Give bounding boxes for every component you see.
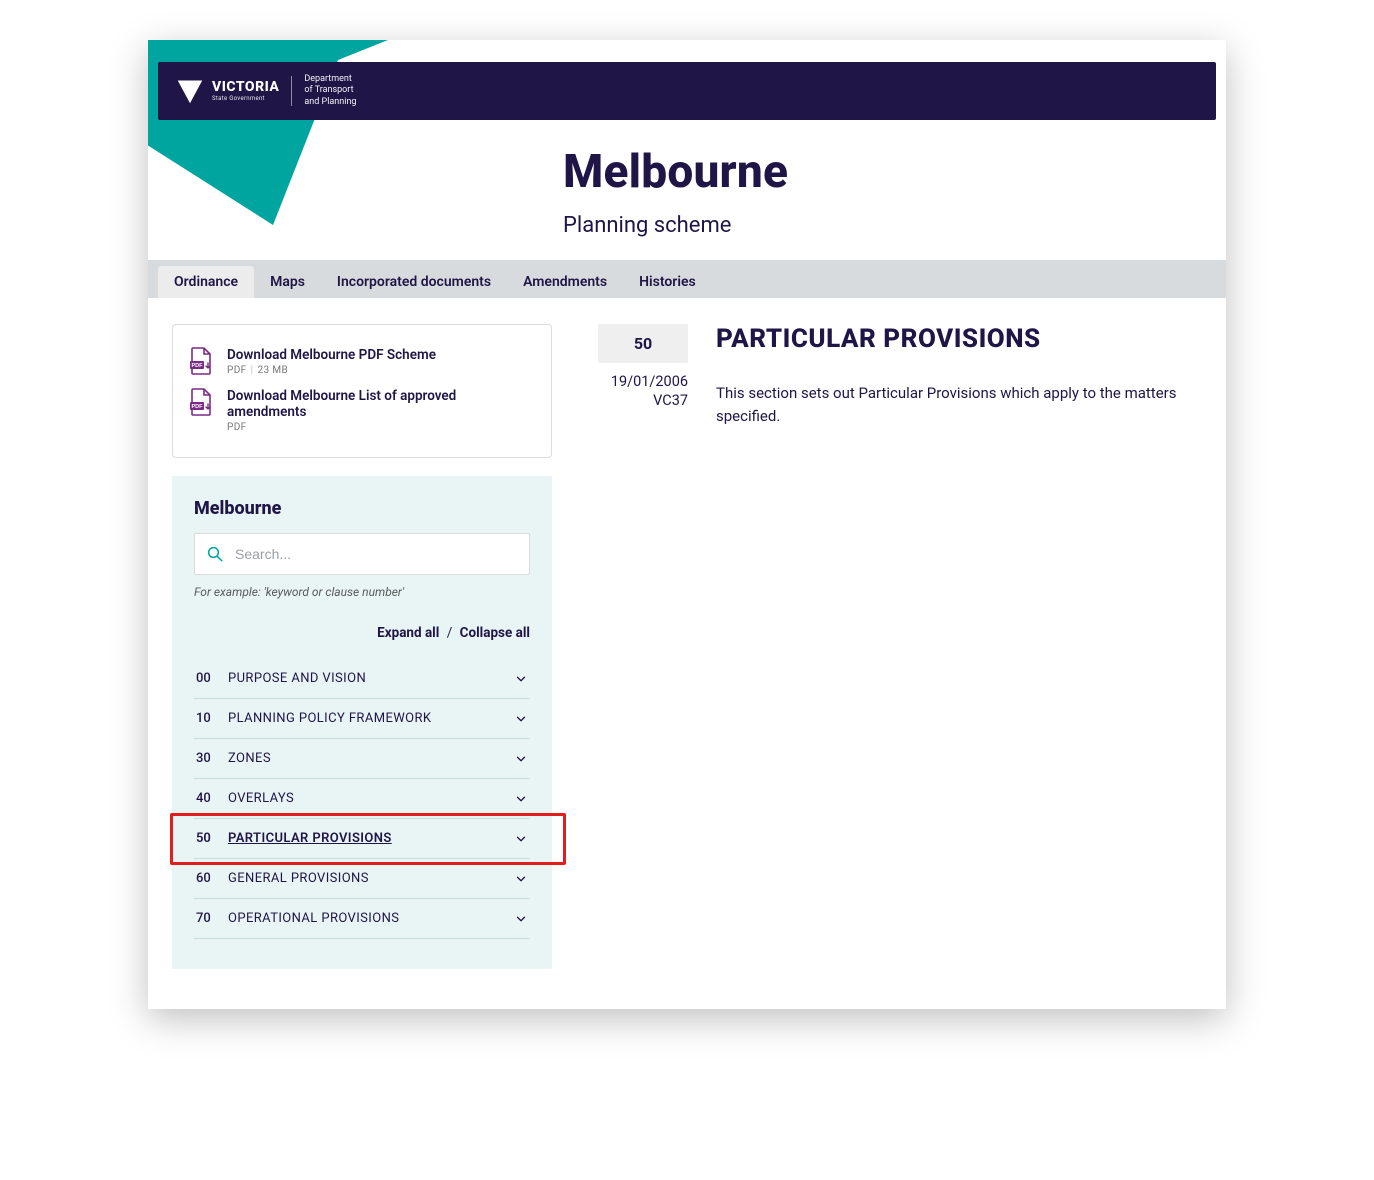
tab-bar: Ordinance Maps Incorporated documents Am… <box>148 260 1226 298</box>
download-meta: PDF|23 MB <box>227 365 535 376</box>
search-input[interactable] <box>194 533 530 575</box>
page-title-block: Melbourne Planning scheme <box>563 145 788 238</box>
clause-meta: 50 19/01/2006 VC37 <box>578 324 688 409</box>
nav-code: 10 <box>196 711 222 726</box>
clause-amendment: VC37 <box>578 392 688 409</box>
expand-collapse-controls: Expand all / Collapse all <box>194 625 530 641</box>
svg-text:PDF: PDF <box>192 404 204 410</box>
hero-region: VICTORIA State Government Department of … <box>148 40 1226 260</box>
nav-item-10[interactable]: 10 PLANNING POLICY FRAMEWORK <box>194 699 530 739</box>
page: VICTORIA State Government Department of … <box>148 40 1226 1009</box>
nav-item-40[interactable]: 40 OVERLAYS <box>194 779 530 819</box>
download-meta: PDF <box>227 422 535 433</box>
nav-code: 70 <box>196 911 222 926</box>
brand-logo[interactable]: VICTORIA State Government Department of … <box>176 74 356 108</box>
nav-code: 40 <box>196 791 222 806</box>
tab-incorporated-documents[interactable]: Incorporated documents <box>321 266 507 298</box>
nav-code: 30 <box>196 751 222 766</box>
download-amendments-link[interactable]: PDF Download Melbourne List of approved … <box>189 382 535 439</box>
collapse-all-button[interactable]: Collapse all <box>460 625 530 641</box>
nav-label: PLANNING POLICY FRAMEWORK <box>228 711 502 726</box>
search-hint: For example: 'keyword or clause number' <box>194 585 530 599</box>
download-title: Download Melbourne List of approved amen… <box>227 388 535 420</box>
nav-label: PARTICULAR PROVISIONS <box>228 831 502 846</box>
content-paragraph: This section sets out Particular Provisi… <box>716 382 1202 427</box>
top-nav-bar: VICTORIA State Government Department of … <box>158 62 1216 120</box>
nav-item-50[interactable]: 50 PARTICULAR PROVISIONS <box>194 819 530 859</box>
tab-histories[interactable]: Histories <box>623 266 712 298</box>
tab-ordinance[interactable]: Ordinance <box>158 266 254 298</box>
nav-code: 60 <box>196 871 222 886</box>
chevron-down-icon <box>514 672 528 686</box>
chevron-down-icon <box>514 912 528 926</box>
download-title: Download Melbourne PDF Scheme <box>227 347 535 363</box>
page-subtitle: Planning scheme <box>563 213 788 238</box>
nav-label: GENERAL PROVISIONS <box>228 871 502 886</box>
nav-label: OPERATIONAL PROVISIONS <box>228 911 502 926</box>
sidebar-panel: Melbourne For example: 'keyword or claus… <box>172 476 552 969</box>
nav-label: ZONES <box>228 751 502 766</box>
nav-label: PURPOSE AND VISION <box>228 671 502 686</box>
pdf-icon: PDF <box>189 347 213 375</box>
chevron-down-icon <box>514 872 528 886</box>
nav-code: 50 <box>196 831 222 846</box>
nav-list: 00 PURPOSE AND VISION 10 PLANNING POLICY FR… <box>194 659 530 939</box>
page-title: Melbourne <box>563 145 788 199</box>
chevron-down-icon <box>514 752 528 766</box>
svg-text:PDF: PDF <box>192 363 204 369</box>
nav-code: 00 <box>196 671 222 686</box>
content-heading: PARTICULAR PROVISIONS <box>716 324 1202 354</box>
chevron-down-icon <box>514 832 528 846</box>
chevron-down-icon <box>514 712 528 726</box>
clause-number-badge: 50 <box>598 324 688 363</box>
downloads-card: PDF Download Melbourne PDF Scheme PDF|23… <box>172 324 552 458</box>
nav-item-70[interactable]: 70 OPERATIONAL PROVISIONS <box>194 899 530 939</box>
expand-all-button[interactable]: Expand all <box>377 625 439 641</box>
search-wrap <box>194 533 530 575</box>
content-body: PARTICULAR PROVISIONS This section sets … <box>716 324 1202 427</box>
nav-item-00[interactable]: 00 PURPOSE AND VISION <box>194 659 530 699</box>
left-column: PDF Download Melbourne PDF Scheme PDF|23… <box>172 324 552 969</box>
sidebar-heading: Melbourne <box>194 498 530 519</box>
content-region: 50 19/01/2006 VC37 PARTICULAR PROVISIONS… <box>578 324 1202 969</box>
tab-amendments[interactable]: Amendments <box>507 266 623 298</box>
nav-item-30[interactable]: 30 ZONES <box>194 739 530 779</box>
victoria-triangle-icon <box>176 77 204 105</box>
logo-divider <box>291 76 292 106</box>
clause-date: 19/01/2006 <box>578 373 688 390</box>
main-region: PDF Download Melbourne PDF Scheme PDF|23… <box>148 298 1226 1009</box>
nav-label: OVERLAYS <box>228 791 502 806</box>
chevron-down-icon <box>514 792 528 806</box>
department-name: Department of Transport and Planning <box>304 74 356 108</box>
brand-name: VICTORIA <box>212 80 279 94</box>
search-icon <box>206 545 224 563</box>
download-scheme-link[interactable]: PDF Download Melbourne PDF Scheme PDF|23… <box>189 341 535 382</box>
brand-text: VICTORIA State Government <box>212 80 279 102</box>
tab-maps[interactable]: Maps <box>254 266 321 298</box>
pdf-icon: PDF <box>189 388 213 416</box>
nav-item-60[interactable]: 60 GENERAL PROVISIONS <box>194 859 530 899</box>
